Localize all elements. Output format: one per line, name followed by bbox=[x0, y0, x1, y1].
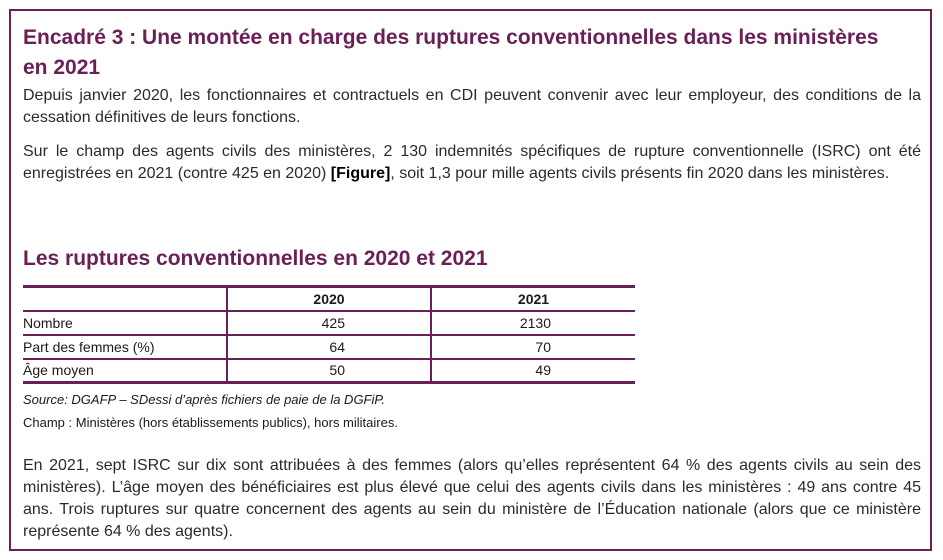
row-label: Âge moyen bbox=[23, 362, 94, 379]
table-header-cell bbox=[23, 287, 227, 311]
table-cell: 64 bbox=[226, 334, 431, 359]
table-row: Part des femmes (%) 64 70 bbox=[23, 334, 635, 359]
table-header-row: 2020 2021 bbox=[23, 286, 635, 311]
isrc-paragraph-text-end: , soit 1,3 pour mille agents civils prés… bbox=[390, 165, 890, 182]
conclusion-paragraph: En 2021, sept ISRC sur dix sont attribué… bbox=[23, 457, 921, 540]
table-cell: 2130 bbox=[430, 310, 635, 335]
table-cell: 50 bbox=[226, 358, 431, 383]
isrc-paragraph: Sur le champ des agents civils des minis… bbox=[23, 141, 921, 185]
encadre-box: Encadré 3 : Une montée en charge des rup… bbox=[9, 9, 932, 551]
source-note: Source: DGAFP – SDessi d’après fichiers … bbox=[23, 392, 385, 407]
table-title: Les ruptures conventionnelles en 2020 et… bbox=[23, 247, 488, 270]
intro-paragraph: Depuis janvier 2020, les fonctionnaires … bbox=[23, 87, 921, 126]
isrc-paragraph-text: Sur le champ des agents civils des minis… bbox=[23, 143, 921, 182]
table-row: Âge moyen 50 49 bbox=[23, 358, 635, 383]
table-cell: 425 bbox=[226, 310, 431, 335]
ruptures-table: 2020 2021 Nombre 425 2130 Part des femme… bbox=[23, 285, 635, 384]
table-header-cell: 2020 bbox=[226, 286, 431, 311]
scope-note: Champ : Ministères (hors établissements … bbox=[23, 415, 398, 430]
box-title: Encadré 3 : Une montée en charge des rup… bbox=[23, 26, 879, 79]
row-label: Nombre bbox=[23, 314, 73, 331]
table-cell: 70 bbox=[430, 334, 635, 359]
figure-link[interactable]: [Figure] bbox=[330, 165, 391, 182]
table-row: Nombre 425 2130 bbox=[23, 310, 635, 335]
row-label: Part des femmes (%) bbox=[23, 338, 155, 355]
table-header-cell: 2021 bbox=[430, 286, 635, 311]
table-cell: 49 bbox=[430, 358, 635, 383]
